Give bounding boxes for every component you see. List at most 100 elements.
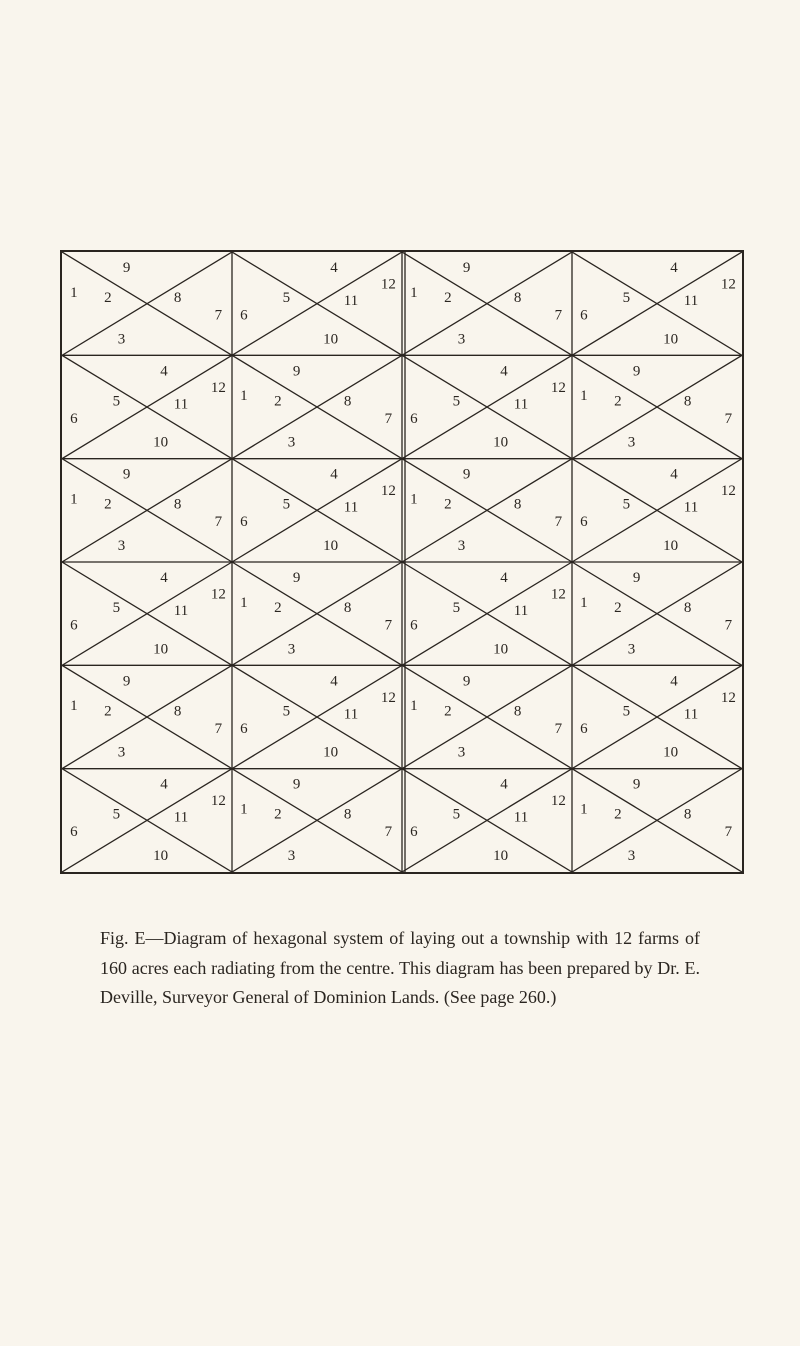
svg-text:10: 10 xyxy=(493,435,508,451)
svg-text:8: 8 xyxy=(174,290,182,306)
svg-text:2: 2 xyxy=(614,600,622,616)
svg-text:5: 5 xyxy=(623,290,631,306)
svg-text:12: 12 xyxy=(211,587,226,603)
svg-text:9: 9 xyxy=(463,260,471,276)
svg-text:5: 5 xyxy=(623,497,631,513)
svg-text:6: 6 xyxy=(580,721,588,737)
svg-text:9: 9 xyxy=(633,570,641,586)
svg-text:1: 1 xyxy=(240,801,248,817)
svg-text:11: 11 xyxy=(174,810,188,826)
svg-text:10: 10 xyxy=(323,538,338,554)
svg-text:3: 3 xyxy=(288,641,296,657)
svg-text:7: 7 xyxy=(385,618,393,634)
svg-text:3: 3 xyxy=(288,848,296,864)
svg-text:12: 12 xyxy=(721,483,736,499)
svg-text:2: 2 xyxy=(444,703,452,719)
svg-text:5: 5 xyxy=(283,703,291,719)
svg-text:8: 8 xyxy=(514,290,522,306)
svg-text:12: 12 xyxy=(381,483,396,499)
svg-text:9: 9 xyxy=(293,363,301,379)
svg-text:12: 12 xyxy=(551,793,566,809)
svg-text:7: 7 xyxy=(725,618,733,634)
svg-text:7: 7 xyxy=(555,721,563,737)
svg-text:6: 6 xyxy=(580,308,588,324)
svg-text:10: 10 xyxy=(663,331,678,347)
svg-text:11: 11 xyxy=(514,810,528,826)
svg-text:9: 9 xyxy=(463,467,471,483)
svg-text:6: 6 xyxy=(410,824,418,840)
svg-text:9: 9 xyxy=(293,777,301,793)
svg-text:4: 4 xyxy=(500,777,508,793)
svg-text:3: 3 xyxy=(458,745,466,761)
hexagonal-township-diagram: 9128734125116109128734125116104125116109… xyxy=(60,250,744,874)
svg-text:7: 7 xyxy=(215,308,223,324)
svg-text:7: 7 xyxy=(555,514,563,530)
svg-text:6: 6 xyxy=(240,721,248,737)
svg-text:2: 2 xyxy=(274,600,282,616)
svg-text:3: 3 xyxy=(288,435,296,451)
svg-text:12: 12 xyxy=(381,690,396,706)
svg-text:2: 2 xyxy=(104,703,112,719)
svg-text:11: 11 xyxy=(174,603,188,619)
svg-text:4: 4 xyxy=(670,260,678,276)
svg-text:4: 4 xyxy=(330,673,338,689)
svg-text:2: 2 xyxy=(614,393,622,409)
svg-text:11: 11 xyxy=(514,396,528,412)
svg-text:8: 8 xyxy=(344,393,352,409)
svg-text:12: 12 xyxy=(211,793,226,809)
figure-text: —Diagram of hexagonal system of laying o… xyxy=(100,928,700,1007)
svg-text:7: 7 xyxy=(555,308,563,324)
svg-text:1: 1 xyxy=(580,801,588,817)
svg-text:4: 4 xyxy=(160,777,168,793)
svg-text:5: 5 xyxy=(283,290,291,306)
svg-text:1: 1 xyxy=(580,388,588,404)
svg-text:1: 1 xyxy=(70,698,78,714)
svg-text:4: 4 xyxy=(160,363,168,379)
svg-text:5: 5 xyxy=(623,703,631,719)
svg-text:4: 4 xyxy=(500,570,508,586)
svg-text:3: 3 xyxy=(458,331,466,347)
svg-text:12: 12 xyxy=(551,380,566,396)
svg-text:5: 5 xyxy=(453,393,461,409)
svg-text:7: 7 xyxy=(725,824,733,840)
svg-text:7: 7 xyxy=(215,514,223,530)
svg-text:10: 10 xyxy=(663,538,678,554)
svg-text:5: 5 xyxy=(453,807,461,823)
svg-text:11: 11 xyxy=(344,500,358,516)
svg-text:3: 3 xyxy=(628,848,636,864)
svg-text:10: 10 xyxy=(323,745,338,761)
svg-text:8: 8 xyxy=(684,393,692,409)
svg-text:6: 6 xyxy=(70,411,78,427)
svg-text:5: 5 xyxy=(453,600,461,616)
svg-text:7: 7 xyxy=(385,824,393,840)
svg-text:2: 2 xyxy=(274,807,282,823)
svg-text:3: 3 xyxy=(118,538,126,554)
svg-text:11: 11 xyxy=(684,293,698,309)
svg-text:3: 3 xyxy=(118,331,126,347)
svg-text:4: 4 xyxy=(330,260,338,276)
svg-text:4: 4 xyxy=(670,467,678,483)
svg-text:10: 10 xyxy=(153,848,168,864)
svg-text:1: 1 xyxy=(70,285,78,301)
svg-text:8: 8 xyxy=(344,807,352,823)
svg-text:12: 12 xyxy=(211,380,226,396)
svg-text:3: 3 xyxy=(458,538,466,554)
svg-text:8: 8 xyxy=(174,497,182,513)
svg-text:9: 9 xyxy=(463,673,471,689)
svg-text:9: 9 xyxy=(633,777,641,793)
svg-text:7: 7 xyxy=(385,411,393,427)
svg-text:2: 2 xyxy=(444,497,452,513)
svg-text:12: 12 xyxy=(551,587,566,603)
svg-text:1: 1 xyxy=(580,595,588,611)
svg-text:10: 10 xyxy=(493,848,508,864)
svg-text:11: 11 xyxy=(344,293,358,309)
svg-text:9: 9 xyxy=(123,673,131,689)
svg-text:3: 3 xyxy=(628,435,636,451)
svg-text:1: 1 xyxy=(240,388,248,404)
svg-text:9: 9 xyxy=(123,260,131,276)
svg-text:8: 8 xyxy=(514,703,522,719)
svg-text:10: 10 xyxy=(663,745,678,761)
svg-text:8: 8 xyxy=(684,807,692,823)
svg-text:7: 7 xyxy=(725,411,733,427)
svg-text:8: 8 xyxy=(684,600,692,616)
